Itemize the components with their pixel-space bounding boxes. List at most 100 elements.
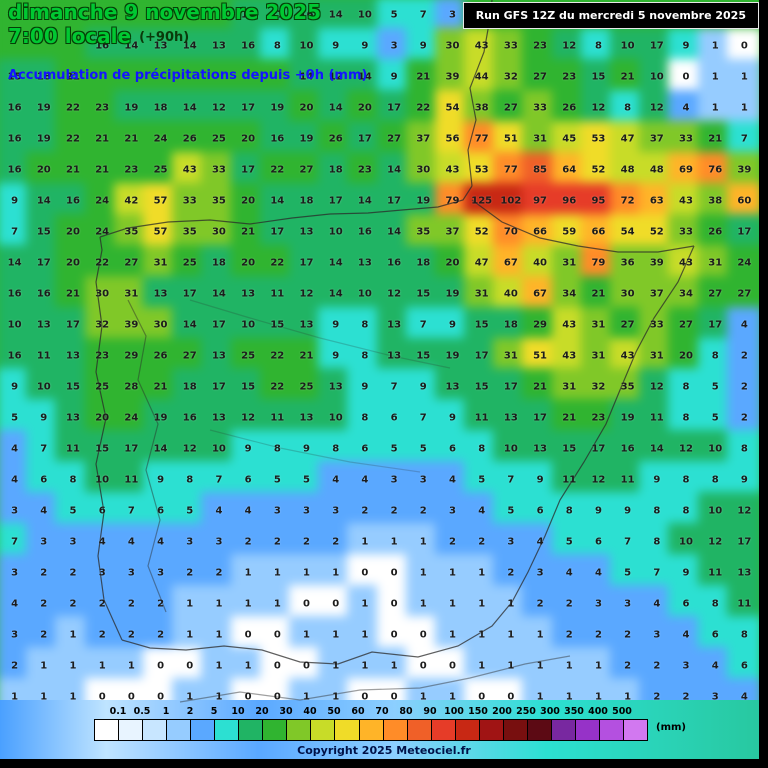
grid-value: 7 bbox=[419, 319, 427, 331]
grid-value: 13 bbox=[328, 381, 343, 393]
legend-tick: 1 bbox=[162, 706, 170, 717]
legend-unit-label: (mm) bbox=[656, 722, 686, 733]
grid-value: 1 bbox=[215, 691, 223, 703]
grid-value: 1 bbox=[273, 567, 281, 579]
grid-value: 53 bbox=[591, 133, 606, 145]
grid-value: 77 bbox=[474, 133, 489, 145]
grid-value: 1 bbox=[303, 629, 310, 641]
grid-value: 29 bbox=[533, 319, 548, 331]
grid-value: 1 bbox=[448, 598, 456, 610]
grid-value: 30 bbox=[95, 288, 110, 300]
grid-value: 21 bbox=[620, 71, 635, 83]
grid-value: 1 bbox=[303, 691, 310, 703]
grid-value: 3 bbox=[98, 567, 106, 579]
grid-value: 7 bbox=[624, 536, 632, 548]
grid-value: 5 bbox=[11, 412, 19, 424]
grid-value: 11 bbox=[708, 567, 723, 579]
grid-value: 4 bbox=[478, 505, 486, 517]
grid-value: 17 bbox=[737, 226, 752, 238]
grid-value: 17 bbox=[66, 319, 80, 331]
grid-value: 6 bbox=[157, 505, 165, 517]
grid-value: 32 bbox=[95, 319, 110, 331]
grid-value: 30 bbox=[620, 288, 635, 300]
grid-value: 13 bbox=[153, 288, 168, 300]
grid-value: 1 bbox=[419, 536, 427, 548]
grid-value: 21 bbox=[241, 226, 256, 238]
grid-value: 11 bbox=[737, 598, 752, 610]
grid-value: 23 bbox=[562, 71, 577, 83]
grid-value: 2 bbox=[69, 567, 77, 579]
grid-value: 97 bbox=[533, 195, 548, 207]
grid-value: 4 bbox=[740, 319, 748, 331]
grid-value: 20 bbox=[241, 195, 256, 207]
grid-value: 11 bbox=[649, 412, 664, 424]
grid-value: 1 bbox=[536, 629, 544, 641]
grid-value: 13 bbox=[387, 350, 402, 362]
grid-value: 23 bbox=[357, 164, 372, 176]
grid-value: 72 bbox=[620, 195, 635, 207]
grid-value: 69 bbox=[679, 164, 693, 176]
grid-value: 17 bbox=[124, 443, 139, 455]
grid-value: 67 bbox=[533, 288, 548, 300]
grid-value: 2 bbox=[565, 629, 573, 641]
grid-value: 64 bbox=[562, 164, 577, 176]
grid-value: 1 bbox=[215, 660, 223, 672]
grid-value: 6 bbox=[390, 412, 398, 424]
legend-segment bbox=[95, 720, 120, 740]
grid-value: 17 bbox=[211, 319, 226, 331]
grid-value: 14 bbox=[328, 102, 343, 114]
grid-value: 23 bbox=[533, 40, 548, 52]
grid-value: 7 bbox=[40, 443, 48, 455]
grid-value: 1 bbox=[244, 598, 252, 610]
grid-value: 1 bbox=[69, 691, 77, 703]
grid-value: 21 bbox=[562, 412, 577, 424]
grid-value: 1 bbox=[448, 691, 456, 703]
grid-value: 4 bbox=[244, 505, 252, 517]
grid-value: 16 bbox=[7, 288, 22, 300]
grid-value: 48 bbox=[620, 164, 635, 176]
grid-value: 47 bbox=[474, 257, 489, 269]
grid-value: 9 bbox=[653, 474, 661, 486]
grid-value: 8 bbox=[740, 443, 748, 455]
grid-cell bbox=[726, 554, 762, 592]
grid-value: 0 bbox=[273, 660, 281, 672]
grid-value: 18 bbox=[416, 257, 431, 269]
grid-cell bbox=[726, 399, 762, 437]
grid-value: 6 bbox=[40, 474, 48, 486]
legend-segment bbox=[263, 720, 288, 740]
legend-tick-labels: 0.1 0.5 1 2 5 10 20 30 40 50 60 70 80 90 100 150 200 250 3… bbox=[94, 706, 694, 719]
grid-value: 43 bbox=[445, 164, 460, 176]
grid-value: 125 bbox=[471, 195, 493, 207]
grid-value: 17 bbox=[270, 226, 285, 238]
grid-value: 3 bbox=[157, 567, 165, 579]
grid-value: 39 bbox=[737, 164, 752, 176]
grid-value: 1 bbox=[69, 629, 77, 641]
grid-value: 15 bbox=[562, 443, 577, 455]
legend-tick: 20 bbox=[255, 706, 269, 717]
legend-tick: 100 bbox=[444, 706, 464, 717]
grid-value: 15 bbox=[416, 350, 431, 362]
grid-value: 39 bbox=[445, 71, 460, 83]
grid-value: 0 bbox=[507, 691, 515, 703]
grid-cell bbox=[726, 58, 762, 96]
map-header: dimanche 9 novembre 2025 7:00 locale (+90… bbox=[8, 0, 367, 83]
grid-value: 2 bbox=[740, 350, 748, 362]
grid-value: 1 bbox=[186, 598, 194, 610]
grid-value: 85 bbox=[533, 164, 548, 176]
grid-value: 0 bbox=[448, 660, 456, 672]
grid-value: 17 bbox=[357, 133, 372, 145]
legend-tick: 0.1 bbox=[109, 706, 127, 717]
grid-value: 1 bbox=[478, 660, 486, 672]
grid-value: 0 bbox=[390, 598, 398, 610]
grid-value: 57 bbox=[153, 226, 168, 238]
grid-value: 27 bbox=[124, 257, 139, 269]
grid-value: 14 bbox=[182, 102, 197, 114]
grid-value: 21 bbox=[95, 164, 110, 176]
grid-value: 10 bbox=[649, 71, 664, 83]
grid-value: 4 bbox=[740, 691, 748, 703]
grid-value: 20 bbox=[95, 412, 110, 424]
grid-value: 38 bbox=[708, 195, 723, 207]
grid-value: 43 bbox=[182, 164, 197, 176]
grid-value: 28 bbox=[124, 381, 139, 393]
